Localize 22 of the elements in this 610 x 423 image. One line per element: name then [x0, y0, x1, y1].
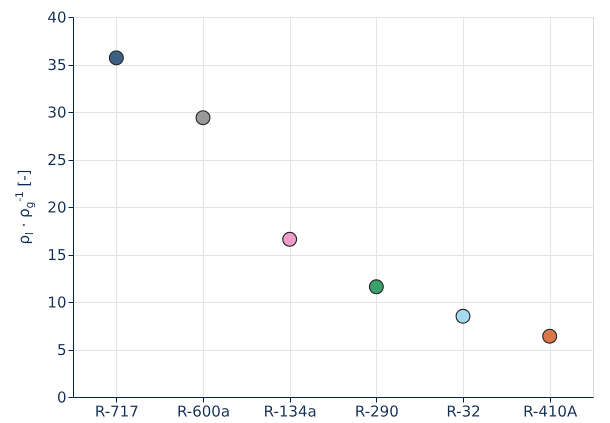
x-tick-label: R-290 — [354, 402, 399, 420]
y-axis-title: ρl · ρg-1 [-] — [14, 169, 36, 245]
point — [282, 232, 298, 247]
y-tick-label: 15 — [47, 246, 66, 264]
x-tick-label: R-134a — [264, 402, 317, 420]
point — [196, 110, 210, 126]
point — [456, 308, 470, 324]
point — [368, 279, 384, 294]
y-tick-label: 25 — [47, 151, 66, 169]
y-tick-label: 30 — [47, 104, 66, 122]
x-tick-label: R-717 — [94, 402, 139, 420]
y-tick-label: 20 — [47, 198, 66, 216]
point — [542, 328, 558, 344]
x-tick-label: R-600a — [176, 402, 230, 420]
y-tick-label: 0 — [56, 388, 66, 406]
x-tick-label: R-410A — [523, 402, 578, 420]
y-tick-label: 35 — [47, 56, 66, 74]
y-tick-label: 40 — [47, 8, 66, 26]
x-tick-label: R-32 — [446, 402, 481, 420]
y-tick-label: 10 — [47, 294, 66, 312]
y-tick-label: 5 — [56, 341, 66, 359]
point — [108, 50, 124, 66]
